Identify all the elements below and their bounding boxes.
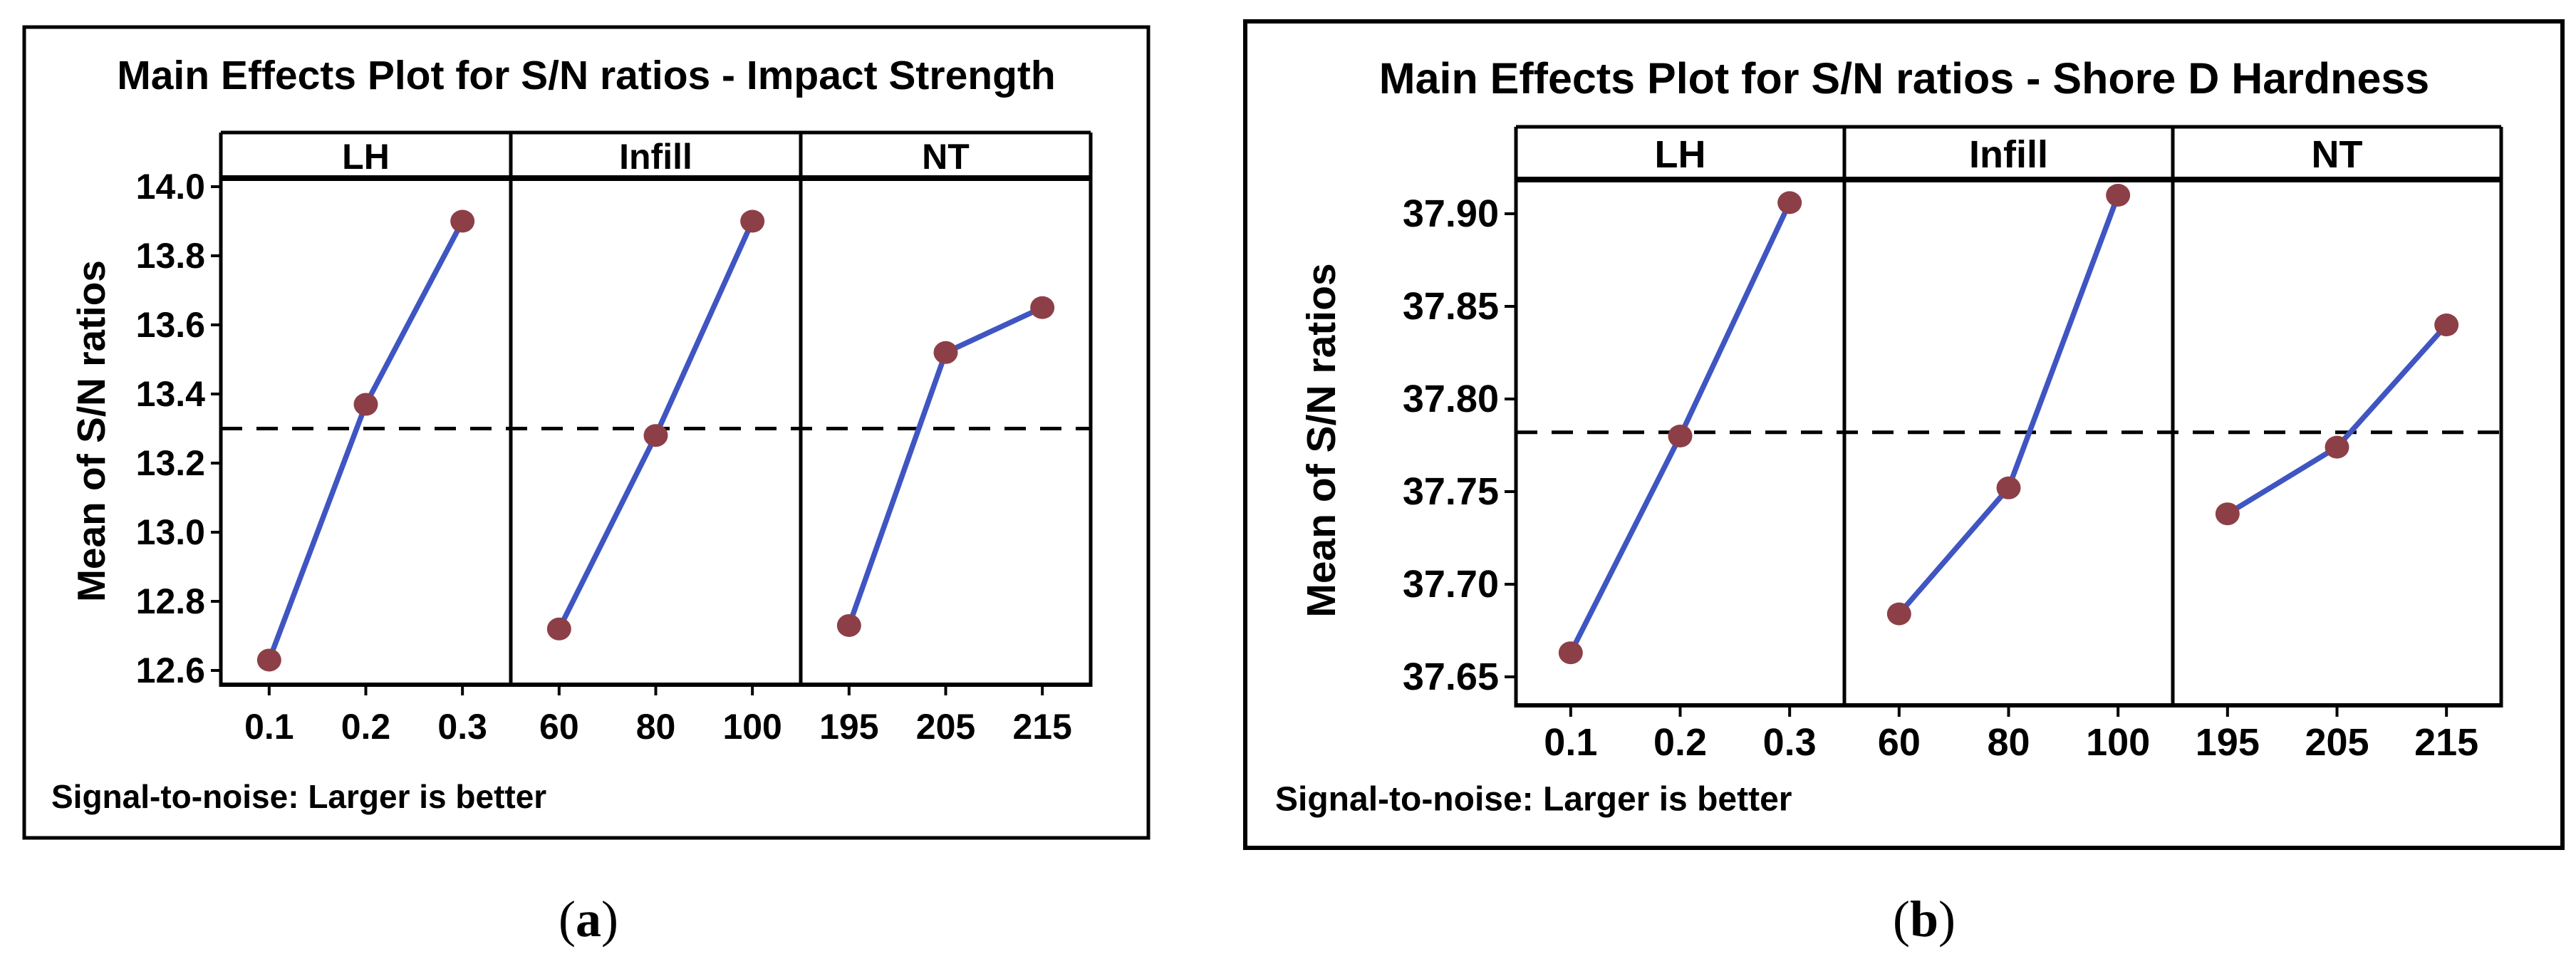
y-tick-label: 12.6 [136,650,205,690]
y-tick-label: 37.65 [1403,655,1499,698]
x-tick-label: 80 [636,707,676,747]
data-point-marker-NT-205 [933,341,958,364]
data-point-marker-LH-0.2 [353,393,378,416]
chart-b-footer-note: Signal-to-noise: Larger is better [1275,781,1792,819]
data-point-marker-NT-205 [2325,435,2349,459]
chart-a-footer-note: Signal-to-noise: Larger is better [51,778,546,815]
x-tick-label: 0.2 [1653,721,1707,764]
y-tick-label: 12.8 [136,581,205,621]
x-tick-label: 215 [1012,707,1071,747]
data-point-marker-Infill-80 [1996,476,2021,499]
y-tick-label: 37.75 [1403,470,1499,513]
series-line-LH [266,218,465,663]
y-tick-label: 13.4 [136,374,206,414]
series-line-NT [2225,322,2449,517]
y-tick-label: 13.6 [136,305,205,345]
y-tick-label: 14.0 [136,167,205,207]
data-point-marker-Infill-100 [2106,184,2131,207]
y-tick-label: 37.80 [1403,378,1499,420]
panel-strip-label-Infill: Infill [619,137,692,177]
y-tick-label: 13.8 [136,236,205,276]
y-tick-label: 13.0 [136,512,205,552]
panel-strip-label-LH: LH [342,137,390,177]
x-tick-label: 0.3 [1763,721,1817,764]
y-tick-label: 37.70 [1403,563,1499,606]
x-tick-label: 205 [2305,721,2369,764]
x-tick-label: 60 [1878,721,1921,764]
data-point-marker-NT-195 [2215,502,2240,526]
subfigure-caption-a: (a) [559,891,618,948]
caption-a-letter: a [576,891,601,948]
chart-a-title: Main Effects Plot for S/N ratios - Impac… [117,53,1056,98]
data-point-marker-NT-195 [836,613,861,637]
panel-strip-label-Infill: Infill [1969,133,2048,176]
x-tick-label: 0.1 [1544,721,1597,764]
main-effects-chart-shore-d-hardness: Main Effects Plot for S/N ratios - Shore… [1243,19,2565,850]
y-tick-label: 37.85 [1403,285,1499,328]
data-point-marker-LH-0.3 [450,209,475,233]
chart-a-y-axis-label: Mean of S/N ratios [69,260,113,602]
x-tick-label: 195 [819,707,878,747]
data-point-marker-Infill-60 [546,617,571,641]
chart-b-title: Main Effects Plot for S/N ratios - Shore… [1379,54,2429,103]
data-point-marker-Infill-80 [643,424,668,447]
data-point-marker-LH-0.1 [1558,641,1583,665]
data-point-marker-LH-0.2 [1668,425,1693,447]
x-tick-label: 0.2 [341,707,391,747]
y-tick-label: 37.90 [1403,192,1499,235]
x-tick-label: 0.1 [244,707,294,747]
main-effects-chart-impact-strength: Main Effects Plot for S/N ratios - Impac… [22,25,1151,840]
data-point-marker-LH-0.3 [1777,191,1802,214]
x-tick-label: 80 [1987,721,2030,764]
panel-strip-label-NT: NT [922,137,970,177]
data-point-marker-NT-215 [2434,313,2459,336]
data-point-marker-LH-0.1 [256,648,281,672]
x-tick-label: 0.3 [437,707,487,747]
y-tick-label: 13.2 [136,443,205,483]
chart-b-y-axis-label: Mean of S/N ratios [1299,263,1344,617]
data-point-marker-Infill-60 [1886,602,1911,626]
panel-strip-label-NT: NT [2312,133,2363,176]
x-tick-label: 215 [2414,721,2478,764]
caption-b-letter: b [1909,891,1939,948]
x-tick-label: 195 [2196,721,2260,764]
chart-a-outer-border [22,25,1151,840]
data-point-marker-Infill-100 [740,209,765,233]
x-tick-label: 205 [916,707,975,747]
panel-strip-label-LH: LH [1655,133,1706,176]
chart-b-outer-border [1243,19,2565,850]
subfigure-caption-b: (b) [1892,891,1956,948]
series-line-Infill [1896,192,2121,617]
x-tick-label: 60 [539,707,579,747]
data-point-marker-NT-215 [1030,296,1055,319]
x-tick-label: 100 [2086,721,2150,764]
x-tick-label: 100 [722,707,781,747]
